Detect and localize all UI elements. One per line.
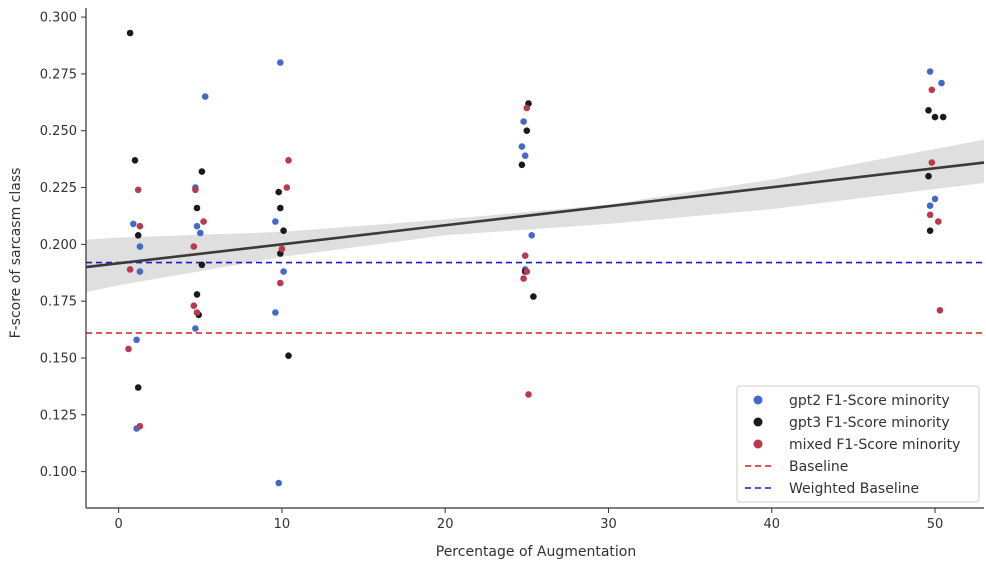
point-series-2-20 xyxy=(928,159,936,166)
point-series-1-15 xyxy=(523,127,531,134)
legend: gpt2 F1-Score minority gpt3 F1-Score mino… xyxy=(736,385,980,503)
point-series-2-0 xyxy=(134,186,142,194)
y-tick-label-0: 0.100 xyxy=(40,465,77,480)
x-tick-label-4: 40 xyxy=(763,517,780,532)
point-series-1-11 xyxy=(280,227,287,234)
point-series-0-14 xyxy=(272,309,279,316)
point-series-1-9 xyxy=(275,188,283,196)
point-series-0-3 xyxy=(133,336,140,344)
x-tick-label-3: 30 xyxy=(600,517,617,532)
legend-label-0: gpt2 F1-Score minority xyxy=(789,393,950,409)
point-series-2-22 xyxy=(935,218,942,225)
y-tick-label-4: 0.200 xyxy=(40,238,77,253)
point-series-2-6 xyxy=(200,218,207,225)
point-series-0-18 xyxy=(521,152,529,159)
point-series-0-9 xyxy=(192,325,199,332)
point-series-1-22 xyxy=(925,172,932,180)
legend-marker-1 xyxy=(753,417,763,427)
point-series-2-7 xyxy=(190,243,198,250)
legend-marker-0 xyxy=(753,395,763,405)
point-series-2-17 xyxy=(523,268,531,275)
point-series-0-16 xyxy=(520,118,527,125)
y-tick-label-6: 0.250 xyxy=(40,124,77,139)
point-series-1-10 xyxy=(277,204,284,212)
point-series-2-19 xyxy=(928,86,936,94)
point-series-1-19 xyxy=(925,107,932,114)
point-series-2-8 xyxy=(190,302,198,310)
point-series-0-6 xyxy=(193,222,201,230)
point-series-2-1 xyxy=(136,222,144,230)
point-series-1-3 xyxy=(134,384,142,391)
legend-label-2: mixed F1-Score minority xyxy=(789,437,960,453)
point-series-2-21 xyxy=(926,211,934,219)
point-series-1-7 xyxy=(193,291,201,298)
legend-label-3: Baseline xyxy=(789,459,848,475)
point-series-0-23 xyxy=(931,195,939,203)
point-series-0-21 xyxy=(926,68,934,75)
point-series-0-8 xyxy=(201,93,209,100)
legend-marker-2 xyxy=(753,439,763,449)
point-series-2-4 xyxy=(136,422,144,430)
point-series-0-2 xyxy=(136,268,144,275)
point-series-1-6 xyxy=(198,261,206,269)
point-series-2-9 xyxy=(193,309,201,316)
point-series-2-13 xyxy=(277,279,284,287)
point-series-2-11 xyxy=(283,184,291,191)
point-series-2-10 xyxy=(285,157,292,164)
point-series-0-13 xyxy=(280,268,287,275)
point-series-1-4 xyxy=(198,168,206,175)
point-series-2-12 xyxy=(278,245,286,253)
point-series-1-16 xyxy=(518,161,526,169)
y-tick-label-7: 0.275 xyxy=(40,67,77,82)
y-tick-label-5: 0.225 xyxy=(40,181,77,196)
regression-line-layer xyxy=(85,161,985,269)
x-tick-label-2: 20 xyxy=(437,517,454,532)
point-series-0-0 xyxy=(130,220,137,228)
point-series-2-2 xyxy=(126,266,134,273)
point-series-0-7 xyxy=(197,229,204,237)
x-tick-label-0: 0 xyxy=(115,517,123,532)
data-points-layer xyxy=(125,29,947,487)
point-series-0-19 xyxy=(528,232,535,239)
point-series-1-0 xyxy=(126,29,134,37)
point-series-2-5 xyxy=(192,186,199,194)
point-series-2-16 xyxy=(520,275,527,282)
point-series-0-24 xyxy=(926,202,934,209)
point-series-2-23 xyxy=(936,307,944,314)
y-tick-label-1: 0.125 xyxy=(40,408,77,423)
point-series-1-2 xyxy=(134,232,142,239)
point-series-2-18 xyxy=(525,391,532,398)
point-series-1-21 xyxy=(939,113,947,121)
x-tick-label-5: 50 xyxy=(927,517,944,532)
y-axis-title: F-score of sarcasm class xyxy=(8,168,24,339)
point-series-1-5 xyxy=(193,204,201,212)
point-series-1-20 xyxy=(931,113,939,121)
point-series-1-13 xyxy=(285,352,292,360)
x-tick-label-1: 10 xyxy=(274,517,291,532)
y-tick-label-2: 0.150 xyxy=(40,352,77,367)
point-series-0-15 xyxy=(275,479,283,487)
legend-box xyxy=(736,385,980,503)
legend-label-1: gpt3 F1-Score minority xyxy=(789,415,950,431)
point-series-2-3 xyxy=(125,345,132,353)
point-series-2-15 xyxy=(521,252,529,259)
point-series-1-1 xyxy=(131,157,139,164)
point-series-0-10 xyxy=(277,59,284,66)
point-series-2-14 xyxy=(523,104,531,112)
x-axis-title: Percentage of Augmentation xyxy=(436,544,637,560)
point-series-0-17 xyxy=(518,143,526,150)
point-series-0-22 xyxy=(938,79,945,87)
point-series-1-18 xyxy=(530,293,537,300)
point-series-0-1 xyxy=(136,243,144,250)
y-tick-label-3: 0.175 xyxy=(40,295,77,310)
point-series-0-11 xyxy=(272,218,279,225)
axes-layer: 0 10 20 30 40 50 0.100 0.125 0.150 0.175 0.200 0.22… xyxy=(40,8,984,532)
point-series-1-23 xyxy=(926,227,934,234)
regression-line xyxy=(85,161,985,269)
legend-label-4: Weighted Baseline xyxy=(789,481,919,497)
y-tick-label-8: 0.300 xyxy=(40,11,77,26)
